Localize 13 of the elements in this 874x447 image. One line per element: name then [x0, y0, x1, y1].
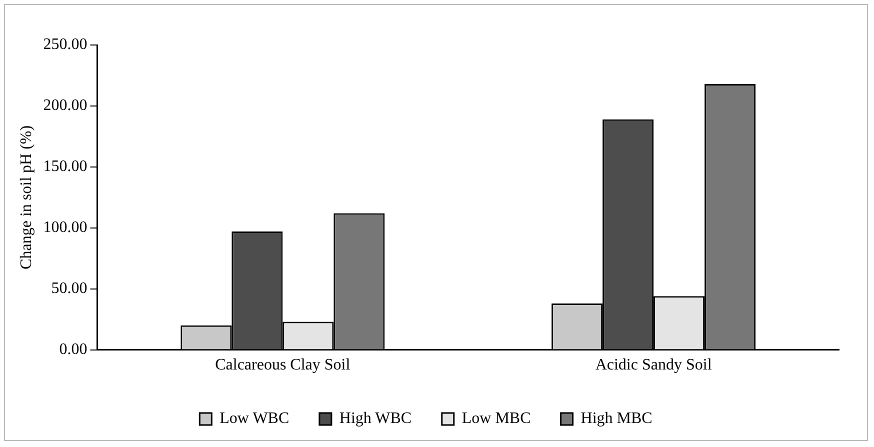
legend-label: Low WBC [220, 410, 290, 428]
x-tick-label: Calcareous Clay Soil [215, 356, 351, 374]
y-tick-label: 150.00 [43, 158, 88, 176]
y-tick-label: 50.00 [51, 280, 88, 298]
x-tick-label: Acidic Sandy Soil [595, 356, 712, 374]
y-axis-title: Change in soil pH (%) [18, 125, 35, 270]
y-tick-label: 0.00 [59, 341, 88, 358]
legend-label: High WBC [339, 410, 412, 428]
y-tick-label: 250.00 [43, 36, 88, 54]
legend-label: High MBC [580, 410, 652, 428]
y-tick-label: 200.00 [43, 97, 88, 114]
y-tick-label: 100.00 [43, 219, 88, 236]
legend-label: Low MBC [462, 410, 531, 428]
